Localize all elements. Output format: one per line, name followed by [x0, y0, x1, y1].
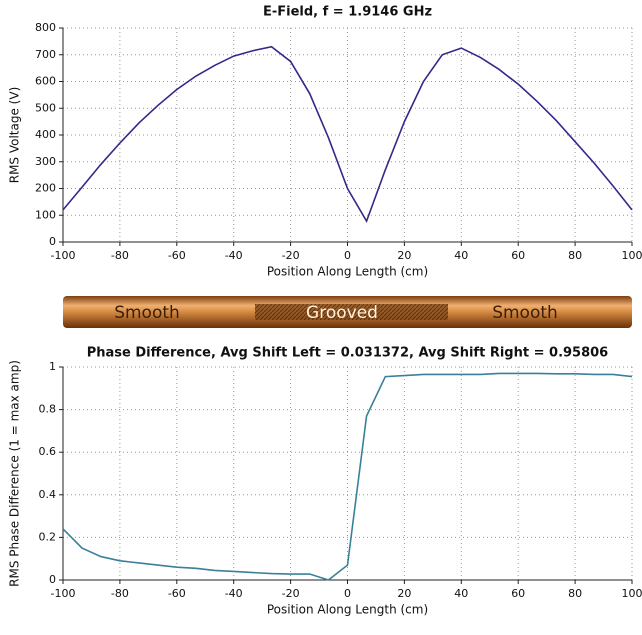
x-tick-label: -20 [282, 249, 300, 262]
x-tick-label: 0 [344, 587, 351, 600]
y-tick-label: 400 [35, 128, 56, 141]
x-tick-label: 40 [454, 587, 468, 600]
data-line [63, 373, 632, 580]
y-tick-label: 0 [49, 573, 56, 586]
y-tick-label: 1 [49, 360, 56, 373]
y-tick-label: 0.4 [39, 488, 57, 501]
y-tick-label: 200 [35, 182, 56, 195]
x-tick-label: -100 [51, 249, 76, 262]
y-tick-label: 0.6 [39, 445, 57, 458]
x-tick-label: 0 [344, 249, 351, 262]
x-axis-label: Position Along Length (cm) [267, 265, 428, 279]
y-tick-label: 100 [35, 208, 56, 221]
rod: Smooth Grooved Smooth [63, 296, 632, 328]
x-tick-label: -40 [225, 587, 243, 600]
y-tick-label: 600 [35, 75, 56, 88]
y-tick-label: 0.2 [39, 530, 57, 543]
x-tick-label: 40 [454, 249, 468, 262]
rod-label: Smooth [492, 303, 558, 323]
x-tick-label: 60 [511, 587, 525, 600]
x-tick-label: 20 [397, 249, 411, 262]
x-tick-label: -100 [51, 587, 76, 600]
x-tick-label: 60 [511, 249, 525, 262]
chart-title: Phase Difference, Avg Shift Left = 0.031… [87, 346, 608, 361]
x-tick-label: 80 [568, 249, 582, 262]
x-tick-label: 80 [568, 587, 582, 600]
x-tick-label: -20 [282, 587, 300, 600]
y-tick-label: 0.8 [39, 403, 57, 416]
y-tick-label: 500 [35, 101, 56, 114]
y-tick-label: 700 [35, 48, 56, 61]
x-tick-label: -80 [111, 249, 129, 262]
y-tick-label: 0 [49, 235, 56, 248]
x-axis-label: Position Along Length (cm) [267, 603, 428, 617]
x-tick-label: -60 [168, 587, 186, 600]
x-tick-label: -60 [168, 249, 186, 262]
rod-label: Smooth [114, 303, 180, 323]
rod-label: Grooved [306, 303, 378, 323]
y-tick-label: 800 [35, 21, 56, 34]
x-tick-label: 100 [622, 249, 642, 262]
x-tick-label: -40 [225, 249, 243, 262]
y-axis-label: RMS Phase Difference (1 = max amp) [8, 360, 22, 587]
x-tick-label: -80 [111, 587, 129, 600]
y-axis-label: RMS Voltage (V) [8, 87, 22, 184]
chart-title: E-Field, f = 1.9146 GHz [263, 5, 432, 20]
x-tick-label: 20 [397, 587, 411, 600]
y-tick-label: 300 [35, 155, 56, 168]
x-tick-label: 100 [622, 587, 642, 600]
